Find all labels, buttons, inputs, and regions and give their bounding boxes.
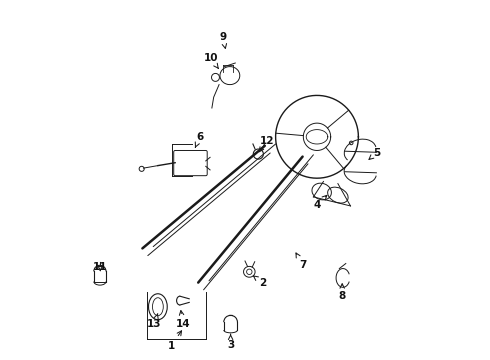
Text: 3: 3 <box>227 334 234 350</box>
Text: 14: 14 <box>176 311 191 329</box>
Text: 4: 4 <box>313 195 327 210</box>
Text: 1: 1 <box>168 331 181 351</box>
Text: 5: 5 <box>369 148 380 159</box>
Text: 10: 10 <box>203 53 219 68</box>
Text: 7: 7 <box>296 253 306 270</box>
Text: 2: 2 <box>253 276 266 288</box>
Text: 9: 9 <box>219 32 226 48</box>
Text: 6: 6 <box>196 132 204 147</box>
Text: 13: 13 <box>147 314 162 329</box>
Text: 12: 12 <box>259 136 274 152</box>
Text: 8: 8 <box>339 284 346 301</box>
Text: 11: 11 <box>93 262 107 272</box>
